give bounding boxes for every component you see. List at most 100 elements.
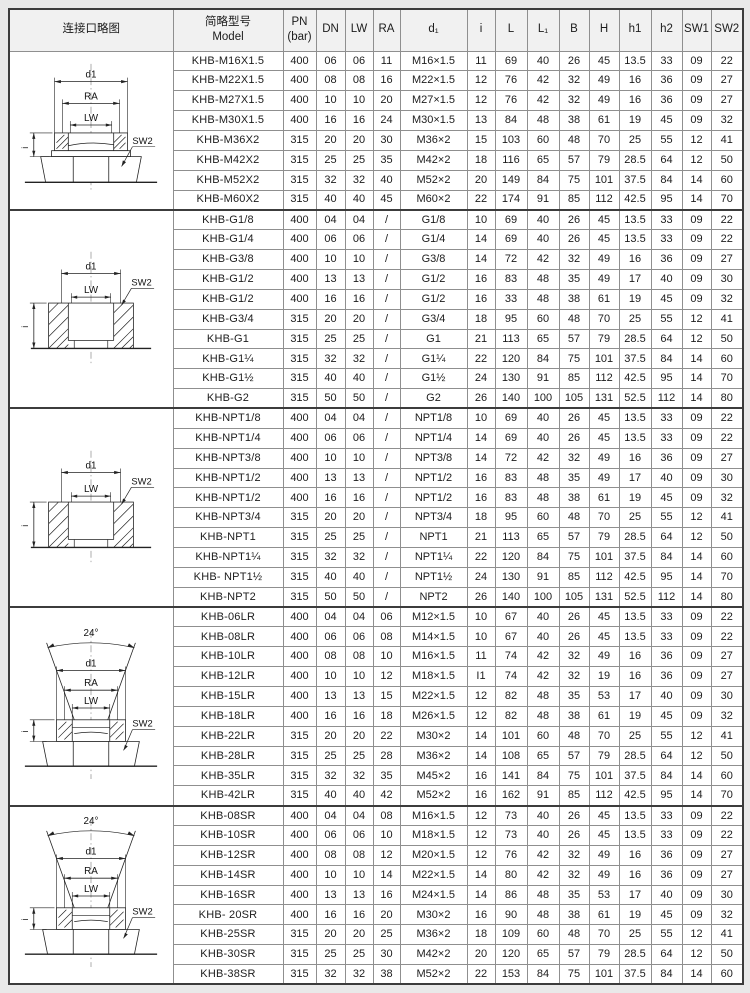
spec-cell: 16 [315,705,346,727]
spec-cell: 17 [618,686,652,707]
spec-cell: 49 [588,467,620,489]
dim-label-i: i [20,525,30,527]
spec-cell: 09 [681,864,712,886]
spec-cell: 65 [526,527,560,548]
spec-cell: 16 [372,884,401,906]
spec-cell: 06 [344,50,374,72]
spec-cell: 40 [650,467,683,489]
spec-cell: 30 [710,467,744,489]
spec-cell: 75 [558,546,590,568]
spec-cell: 131 [588,586,620,609]
spec-cell: 42 [526,447,560,469]
model-cell: KHB-15LR [172,686,284,707]
spec-cell: M42×2 [399,149,468,171]
spec-cell: 40 [315,189,346,211]
spec-cell: 82 [494,686,528,707]
model-cell: KHB-G1½ [172,368,284,390]
spec-cell: 69 [494,427,528,449]
spec-cell: 33 [494,288,528,310]
spec-cell: M36×2 [399,924,468,946]
spec-cell: 64 [650,328,683,350]
spec-cell: 13 [466,110,496,131]
spec-cell: / [372,328,401,350]
spec-cell: 70 [710,566,744,588]
col-header-3: DN [315,8,346,52]
dim-label-angle: 24° [84,816,99,827]
spec-cell: M45×2 [399,765,468,787]
table-row: KHB-10SR 400 06 06 10 M18×1.5 12 73 40 26 45 13.5 33… [9,825,744,846]
spec-cell: 91 [526,368,560,390]
spec-cell: 130 [494,566,528,588]
spec-cell: 18 [372,705,401,727]
spec-cell: / [372,427,401,449]
spec-cell: 38 [558,288,590,310]
spec-cell: 12 [372,666,401,687]
spec-cell: 09 [681,646,712,668]
spec-cell: 101 [588,765,620,787]
spec-cell: 18 [466,308,496,330]
model-cell: KHB-38SR [172,964,284,986]
spec-cell: 14 [681,785,712,807]
model-cell: KHB-22LR [172,725,284,747]
spec-cell: 12 [466,844,496,866]
table-row: d1 LW i SW2 KHB-G1/8 400 04 04/G1/8 10 69 40 26… [8,209,744,410]
spec-cell: M16×1.5 [399,646,468,668]
spec-cell: 33 [650,606,683,628]
spec-cell: 32 [710,487,744,509]
spec-cell: 315 [282,368,317,390]
spec-cell: 86 [494,884,528,906]
spec-cell: 13 [344,467,374,489]
dim-label-sw2: SW2 [132,278,152,288]
spec-cell: 76 [494,844,528,866]
spec-cell: 27 [710,646,744,668]
spec-cell: 20 [315,924,346,946]
spec-cell: 32 [315,348,346,370]
model-cell: KHB-NPT1¼ [172,546,284,568]
spec-cell: M26×1.5 [399,705,468,727]
spec-cell: 36 [650,864,683,886]
model-cell: KHB-G1/2 [172,268,284,290]
spec-cell: 48 [526,884,560,906]
spec-cell: 90 [494,904,528,926]
spec-cell: 49 [588,268,620,290]
spec-cell: 30 [710,686,744,707]
table-row: KHB-G3/4 315 20 20/G3/4 18 95 60 48 70 25 55 12 41 [9,308,744,330]
spec-cell: 48 [526,467,560,489]
spec-cell: 04 [344,606,374,628]
spec-cell: 112 [588,785,620,807]
spec-cell: 10 [315,249,346,270]
spec-cell: 13.5 [618,805,652,827]
spec-cell: 60 [526,725,560,747]
spec-cell: 25 [344,745,374,767]
table-row: KHB-G1¼ 315 32 32/G1¼ 22 120 84 75 101 37.5 84 14 60 [9,348,744,370]
spec-cell: 36 [650,249,683,270]
spec-cell: 26 [558,805,590,827]
spec-cell: 45 [650,288,683,310]
spec-cell: 06 [315,50,346,72]
model-cell: KHB-NPT3/4 [172,507,284,529]
spec-cell: 60 [526,924,560,946]
table-row: KHB-G1 315 25 25/G1 21 113 65 57 79 28.5 64 12 50 [9,328,744,350]
spec-cell: 315 [282,308,317,330]
spec-cell: 42 [526,646,560,668]
spec-cell: 27 [710,70,744,92]
spec-cell: 26 [558,209,590,231]
spec-cell: 48 [526,268,560,290]
spec-cell: 16 [466,785,496,807]
spec-cell: 11 [466,646,496,668]
spec-cell: 16 [344,288,374,310]
table-body: d1 RA LW i SW2 KHB-M16X1.5 400 06 06 11 M16×1… [8,50,744,986]
spec-cell: 75 [558,348,590,370]
spec-cell: 12 [681,924,712,946]
spec-cell: 32 [558,864,590,886]
spec-cell: 14 [681,368,712,390]
spec-cell: 80 [494,864,528,886]
spec-cell: 40 [344,785,374,807]
spec-cell: 11 [466,50,496,72]
spec-cell: 28 [372,745,401,767]
spec-cell: 20 [344,129,374,151]
spec-cell: 101 [588,348,620,370]
spec-cell: 315 [282,388,317,410]
spec-cell: 25 [618,308,652,330]
spec-cell: 52.5 [618,388,652,410]
